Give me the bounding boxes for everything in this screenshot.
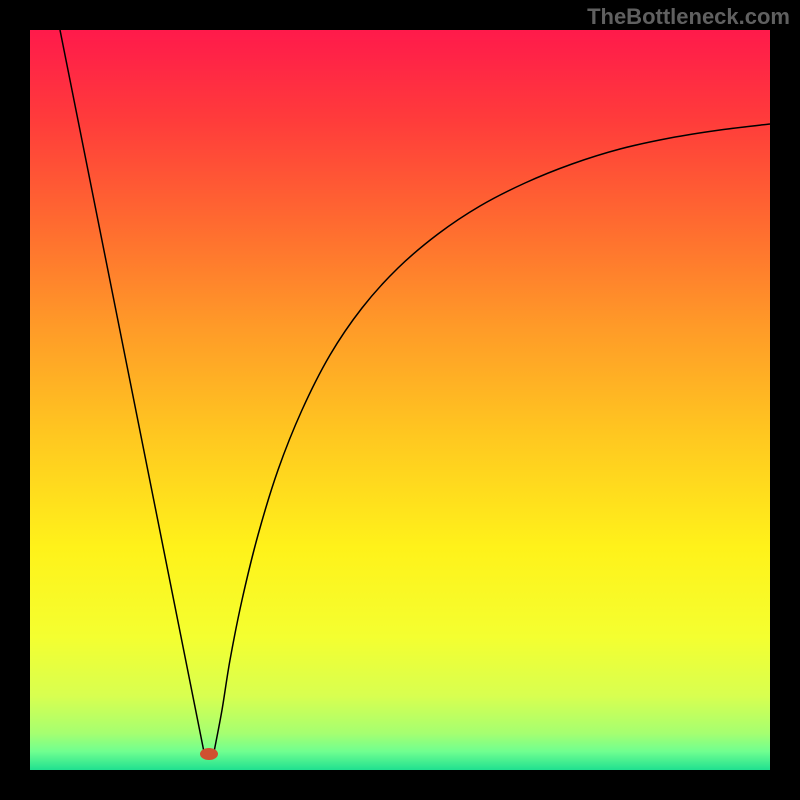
curve-svg: [30, 30, 770, 770]
plot-area: [30, 30, 770, 770]
minimum-marker: [200, 748, 218, 760]
watermark-text: TheBottleneck.com: [587, 4, 790, 30]
chart-container: TheBottleneck.com: [0, 0, 800, 800]
